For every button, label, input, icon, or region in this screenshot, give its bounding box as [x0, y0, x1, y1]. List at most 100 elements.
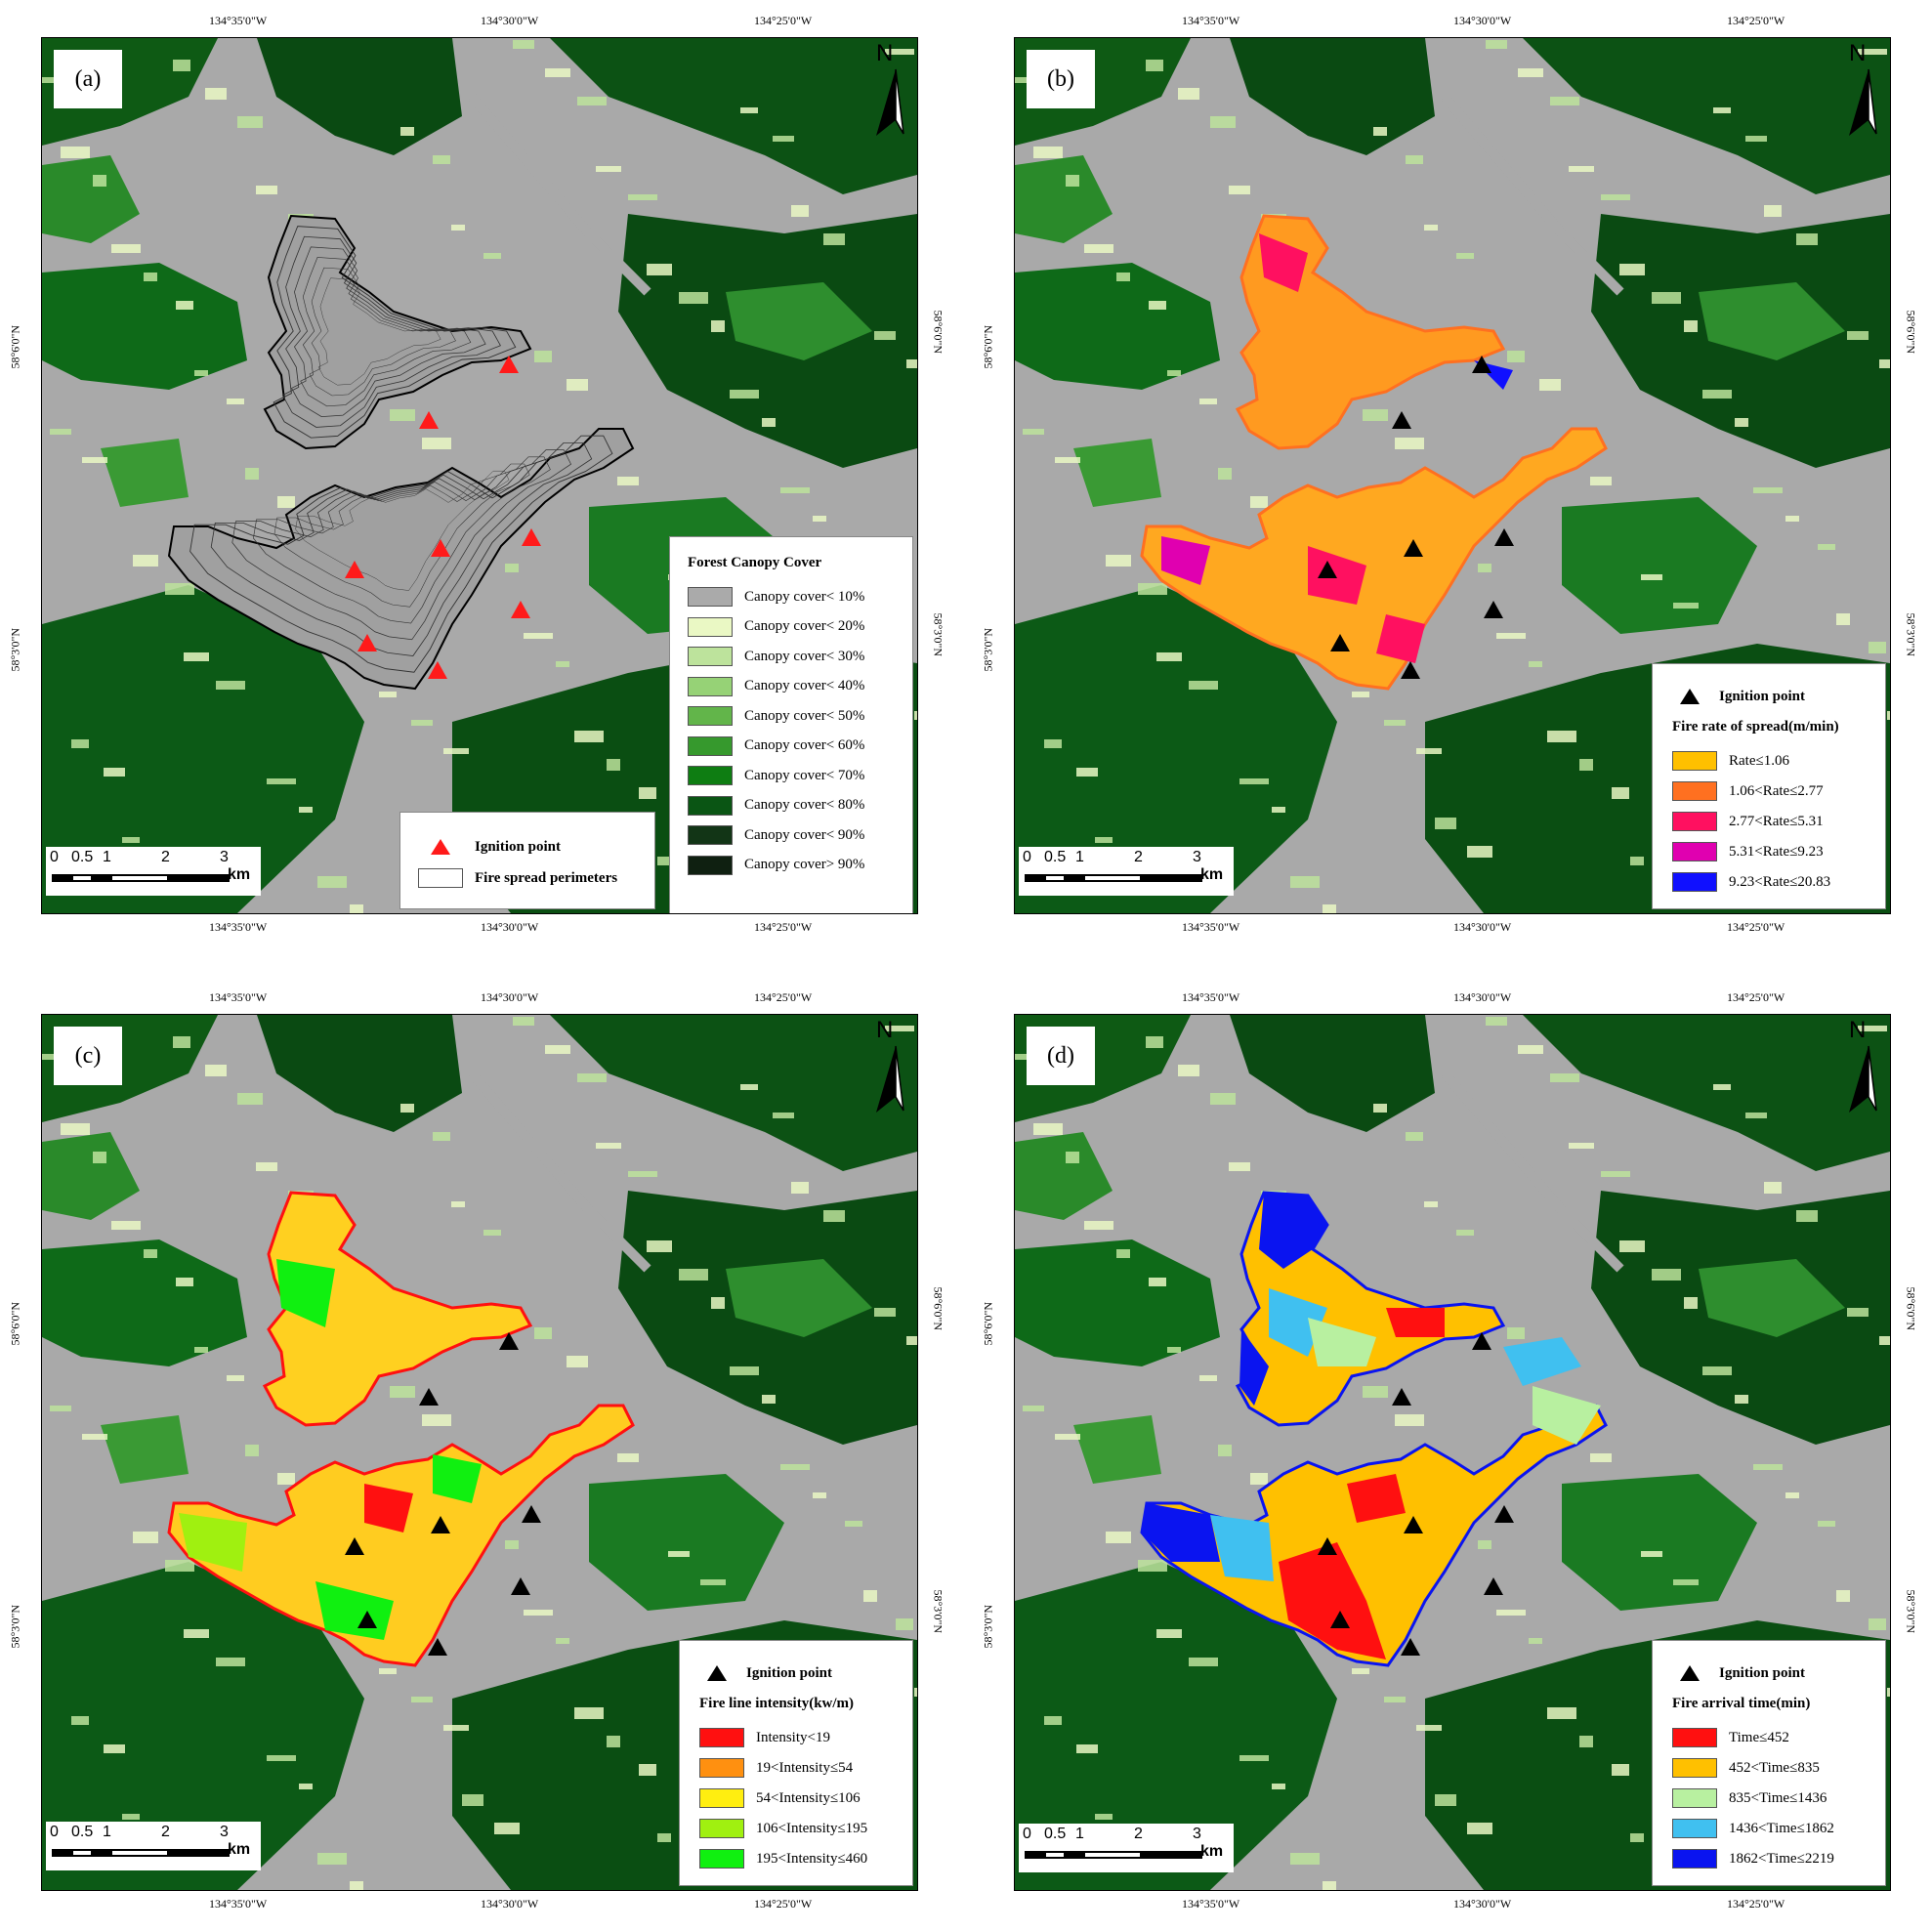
canopy-speckle: [1023, 1406, 1044, 1411]
left-latitude-tick: 58°6'0"N: [8, 1301, 22, 1346]
canopy-speckle: [483, 253, 501, 259]
scale-unit: km: [228, 866, 251, 883]
right-latitude-tick: 58°3'0"N: [1904, 1589, 1918, 1634]
ignition-point-marker: [345, 1537, 364, 1555]
canopy-speckle: [1496, 1610, 1526, 1616]
canopy-speckle: [1847, 1308, 1869, 1317]
canopy-speckle: [780, 1464, 810, 1470]
ignition-point-marker: [345, 561, 364, 578]
ignition-point-marker: [1494, 1505, 1514, 1523]
canopy-speckle: [1652, 292, 1681, 304]
left-latitude-tick: 58°6'0"N: [981, 1301, 995, 1346]
legend-label: Time≤452: [1729, 1729, 1789, 1745]
canopy-speckle: [863, 1590, 877, 1602]
canopy-speckle: [144, 273, 157, 281]
canopy-speckle: [184, 652, 209, 661]
fire-attribute-region: [1239, 1329, 1269, 1406]
scale-label: 2: [1134, 1826, 1143, 1842]
legend-title: Forest Canopy Cover: [688, 555, 822, 570]
bottom-longitude-tick: 134°35'0"W: [1182, 920, 1240, 934]
panel-d: 134°35'0"W 134°30'0"W 134°25'0"W 134°35'0"W…: [973, 977, 1932, 1932]
legend-label: 2.77<Rate≤5.31: [1729, 813, 1824, 829]
bottom-longitude-tick: 134°25'0"W: [754, 920, 813, 934]
canopy-speckle: [1218, 1445, 1232, 1456]
scale-bar-graphic: [52, 1849, 230, 1857]
canopy-speckle: [823, 1210, 845, 1222]
canopy-speckle: [1818, 544, 1835, 550]
perimeter-contour: [309, 267, 456, 397]
scale-label: 0.5: [71, 1824, 94, 1840]
north-label: N: [1849, 40, 1867, 66]
canopy-speckle: [505, 1540, 519, 1549]
legend-label: Canopy cover> 90%: [744, 857, 865, 872]
scale-label: 1: [103, 1824, 111, 1840]
perimeter-contour: [281, 235, 501, 428]
canopy-speckle: [422, 438, 451, 449]
ignition-point-marker: [428, 1638, 447, 1656]
canopy-speckle: [317, 1853, 347, 1865]
canopy-speckle: [61, 1123, 90, 1135]
forest-patch: [42, 155, 140, 243]
legend-swatch: [688, 825, 733, 845]
ignition-point-marker: [431, 539, 450, 557]
fire-attribute-region: [1503, 1337, 1581, 1386]
canopy-speckle: [1084, 244, 1113, 253]
canopy-speckle: [1869, 1618, 1886, 1630]
canopy-speckle: [1023, 429, 1044, 435]
scale-bar: 0 0.5 1 2 3 km: [46, 1822, 261, 1870]
canopy-speckle: [1836, 613, 1850, 625]
canopy-speckle: [1785, 516, 1799, 522]
canopy-speckle: [165, 1560, 194, 1572]
legend-label: Rate≤1.06: [1729, 752, 1789, 769]
ignition-triangle-icon: [707, 1665, 727, 1681]
legend-label: Canopy cover< 30%: [744, 648, 865, 664]
bottom-longitude-tick: 134°30'0"W: [1453, 1897, 1512, 1911]
ignition-point-marker: [1404, 1516, 1423, 1533]
legend-label: 835<Time≤1436: [1729, 1789, 1827, 1806]
legend-swatch: [688, 735, 733, 756]
scale-label: 0: [50, 849, 59, 865]
legend-swatch: [1672, 812, 1717, 831]
north-arrow-icon: [876, 1045, 904, 1113]
canopy-speckle: [914, 711, 917, 720]
clearing-line: [468, 93, 651, 296]
canopy-speckle: [1116, 1249, 1130, 1258]
fire-footprint-south: [167, 428, 635, 691]
ignition-point-marker: [1494, 528, 1514, 546]
map-frame: (c) N 0 0.5 1 2 3 km Ignition point Fire line int…: [41, 1014, 918, 1891]
canopy-speckle: [906, 359, 917, 368]
canopy-speckle: [813, 1492, 826, 1498]
fire-attribute-region: [1161, 536, 1210, 585]
left-latitude-tick: 58°3'0"N: [981, 1604, 995, 1649]
forest-patch: [257, 38, 462, 155]
canopy-speckle: [1796, 1210, 1818, 1222]
canopy-speckle: [773, 136, 794, 142]
scale-label: 1: [1075, 849, 1084, 865]
canopy-speckle: [1250, 1473, 1268, 1485]
canopy-speckle: [1044, 739, 1062, 748]
canopy-speckle: [679, 292, 708, 304]
legend-label: Canopy cover< 10%: [744, 588, 865, 605]
map-frame: (d) N 0 0.5 1 2 3 km Ignition point Fire arrival …: [1014, 1014, 1891, 1891]
canopy-speckle: [1066, 175, 1079, 187]
fire-attribute-region: [1259, 233, 1308, 292]
canopy-speckle: [93, 175, 106, 187]
clearing-line: [468, 1070, 651, 1273]
canopy-speckle: [216, 681, 245, 690]
left-latitude-tick: 58°3'0"N: [8, 627, 22, 672]
legend-item: Canopy cover< 40%: [688, 676, 864, 697]
canopy-speckle: [245, 1445, 259, 1456]
canopy-speckle: [1753, 1464, 1783, 1470]
right-latitude-tick: 58°3'0"N: [1904, 612, 1918, 657]
canopy-speckle: [885, 1026, 914, 1031]
canopy-speckle: [1818, 1521, 1835, 1527]
panel-c: 134°35'0"W 134°30'0"W 134°25'0"W 134°35'0"W…: [0, 977, 959, 1932]
canopy-speckle: [1363, 409, 1388, 421]
canopy-speckle: [1539, 379, 1561, 391]
right-latitude-tick: 58°3'0"N: [931, 1589, 945, 1634]
left-latitude-tick: 58°3'0"N: [981, 627, 995, 672]
canopy-speckle: [1156, 1629, 1182, 1638]
legend-item: Time≤452: [1672, 1727, 1789, 1748]
forest-patch: [1015, 155, 1113, 243]
legend-label: 9.23<Rate≤20.83: [1729, 873, 1831, 890]
